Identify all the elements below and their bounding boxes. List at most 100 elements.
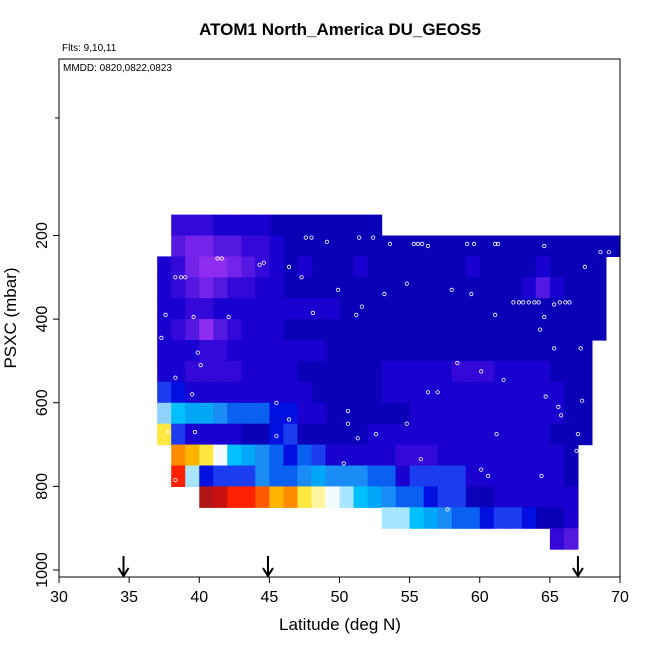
heatmap-cell (367, 214, 383, 237)
heatmap-cell (199, 214, 214, 237)
heatmap-cell (465, 360, 481, 383)
heatmap-cell (241, 235, 256, 257)
heatmap-cell (297, 444, 312, 467)
heatmap-cell (199, 256, 214, 278)
sample-marker (152, 408, 157, 414)
sample-marker (435, 390, 440, 395)
sample-marker (404, 421, 409, 426)
heatmap-cell (269, 214, 284, 237)
heatmap-cell (297, 360, 312, 383)
heatmap-cell (507, 235, 523, 257)
heatmap-cell (283, 319, 298, 341)
heatmap-cell (591, 235, 607, 257)
sample-marker (521, 300, 526, 305)
heatmap-cell (423, 235, 439, 257)
heatmap-cell (283, 402, 298, 425)
heatmap-cell (493, 486, 509, 508)
heatmap-cell (283, 381, 298, 404)
heatmap-cell (437, 444, 453, 467)
heatmap-cell (283, 340, 298, 362)
sample-marker (286, 417, 292, 422)
heatmap-cell (185, 402, 200, 425)
heatmap-cell (535, 319, 551, 341)
heatmap-cell (423, 319, 439, 341)
heatmap-cell (563, 507, 579, 529)
sample-marker (215, 256, 220, 261)
heatmap-cell (493, 465, 509, 487)
sample-marker (299, 275, 304, 280)
heatmap-cell (185, 277, 200, 299)
heatmap-cell (171, 381, 186, 404)
heatmap-cell (451, 465, 467, 487)
sample-marker (511, 300, 516, 305)
heatmap-cell (493, 402, 509, 425)
heatmap-cell (269, 444, 284, 467)
x-tick-label: 40 (190, 589, 208, 606)
heatmap-cell (367, 486, 383, 508)
sample-marker (356, 235, 362, 240)
y-tick-label: 1000 (34, 552, 51, 588)
heatmap-cell (563, 486, 579, 508)
x-axis: 30 35 40 45 50 55 60 65 70 (50, 577, 629, 606)
heatmap-cell (451, 340, 467, 362)
heatmap-cell (381, 319, 397, 341)
heatmap-cell (521, 381, 537, 404)
heatmap-cell (521, 360, 537, 383)
heatmap-cell (185, 423, 200, 446)
heatmap-cell (325, 381, 341, 404)
heatmap-cell (339, 256, 355, 278)
heatmap-cell (213, 465, 228, 487)
heatmap-cell (395, 256, 411, 278)
heatmap-cell (213, 340, 228, 362)
sample-marker (132, 250, 137, 255)
heatmap-cell (591, 256, 607, 278)
heatmap-cell (353, 465, 369, 487)
heatmap-cell (241, 486, 256, 508)
heatmap-cell (409, 465, 425, 487)
x-tick-label: 30 (50, 589, 68, 606)
heatmap-cell (353, 214, 369, 237)
heatmap-cell (353, 277, 369, 299)
heatmap-cell (437, 465, 453, 487)
heatmap-cell (521, 444, 537, 467)
heatmap-cell (339, 423, 355, 446)
heatmap-cell (199, 402, 214, 425)
heatmap-cell (255, 340, 270, 362)
heatmap-cell (241, 423, 256, 446)
heatmap-cell (241, 465, 256, 487)
heatmap-cell (381, 235, 397, 257)
sample-marker (159, 335, 164, 340)
heatmap-cell (395, 486, 411, 508)
sample-marker (494, 431, 499, 437)
heatmap-cell (213, 235, 228, 257)
heatmap-cell (451, 381, 467, 404)
heatmap-cell (199, 465, 214, 487)
sample-marker (303, 235, 308, 240)
heatmap-cell (227, 298, 242, 320)
heatmap-cell (171, 277, 186, 299)
heatmap-cell (535, 340, 551, 362)
heatmap-cell (367, 319, 383, 341)
heatmap-cell (283, 235, 298, 257)
heatmap-cell (549, 298, 565, 320)
heatmap-cell (395, 277, 411, 299)
heatmap-cell (521, 486, 537, 508)
heatmap-cell (311, 340, 327, 362)
heatmap-cell (395, 298, 411, 320)
heatmap-cell (395, 465, 411, 487)
heatmap-cell (549, 423, 565, 446)
heatmap-cell (465, 381, 481, 404)
heatmap-cell (199, 235, 214, 257)
heatmap-cell (255, 256, 270, 278)
heatmap-cell (367, 340, 383, 362)
heatmap-cell (521, 402, 537, 425)
sample-marker (418, 457, 423, 462)
heatmap-cell (577, 298, 593, 320)
heatmap-cell (171, 235, 186, 257)
sample-marker (455, 360, 460, 366)
sample-marker (404, 281, 409, 286)
heatmap-cell (227, 256, 242, 278)
heatmap-cell (199, 423, 214, 446)
heatmap-cell (521, 319, 537, 341)
heatmap-cell (297, 402, 312, 425)
